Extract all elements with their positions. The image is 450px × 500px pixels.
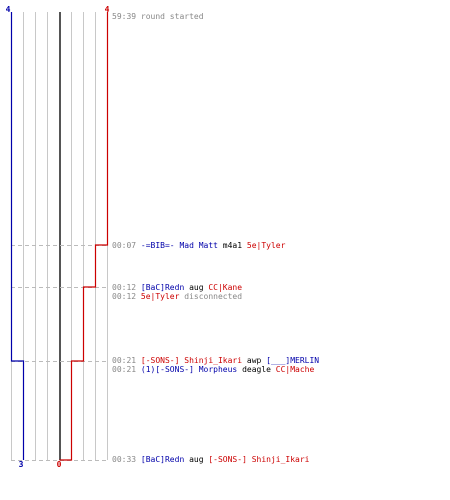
event-part: CC|Mache [271,365,315,374]
event-row: 00:07 -=BIB=- Mad Matt m4a1 5e|Tyler [112,241,286,250]
event-part: CC|Kane [204,283,243,292]
event-time: 59:39 [112,12,136,21]
red-alive-line [59,12,109,461]
event-time: 00:12 [112,292,136,301]
alive-step-lines [10,12,109,461]
event-log: 59:39 round started 00:07 -=BIB=- Mad Mat… [112,12,319,464]
event-time: 00:21 [112,356,136,365]
event-time: 00:33 [112,455,136,464]
event-time: 00:12 [112,283,136,292]
blue-start-score: 4 [6,5,11,14]
zero-line [59,12,61,460]
event-row: 00:21 (1)[-SONS-] Morpheus deagle CC|Mac… [112,365,315,374]
timeline-grid [11,12,108,460]
event-part: disconnected [179,292,242,301]
blue-end-score: 3 [19,460,24,469]
event-part: deagle [237,365,271,374]
event-part: 5e|Tyler [242,241,286,250]
event-row: 59:39 round started [112,12,204,21]
red-end-score: 0 [57,460,62,469]
event-part: aug [184,283,203,292]
event-row: 00:33 [BaC]Redn aug [-SONS-] Shinji_Ikar… [112,455,310,464]
event-part: [BaC]Redn [136,455,184,464]
event-part: (1)[-SONS-] Morpheus [136,365,237,374]
event-row: 00:12 5e|Tyler disconnected [112,292,242,301]
event-row: 00:21 [-SONS-] Shinji_Ikari awp [___]MER… [112,356,319,365]
event-part: aug [184,455,203,464]
event-part: [-SONS-] Shinji_Ikari [136,356,242,365]
score-labels: 4 4 3 0 [6,5,110,469]
event-part: round started [136,12,204,21]
event-part: awp [242,356,261,365]
event-part: m4a1 [218,241,242,250]
red-start-score: 4 [105,5,110,14]
event-time: 00:21 [112,365,136,374]
event-part: [___]MERLIN [261,356,319,365]
event-time: 00:07 [112,241,136,250]
blue-alive-line [10,12,25,460]
event-part: -=BIB=- Mad Matt [136,241,218,250]
event-part: 5e|Tyler [136,292,180,301]
event-row: 00:12 [BaC]Redn aug CC|Kane [112,283,242,292]
event-part: [-SONS-] Shinji_Ikari [204,455,310,464]
event-part: [BaC]Redn [136,283,184,292]
